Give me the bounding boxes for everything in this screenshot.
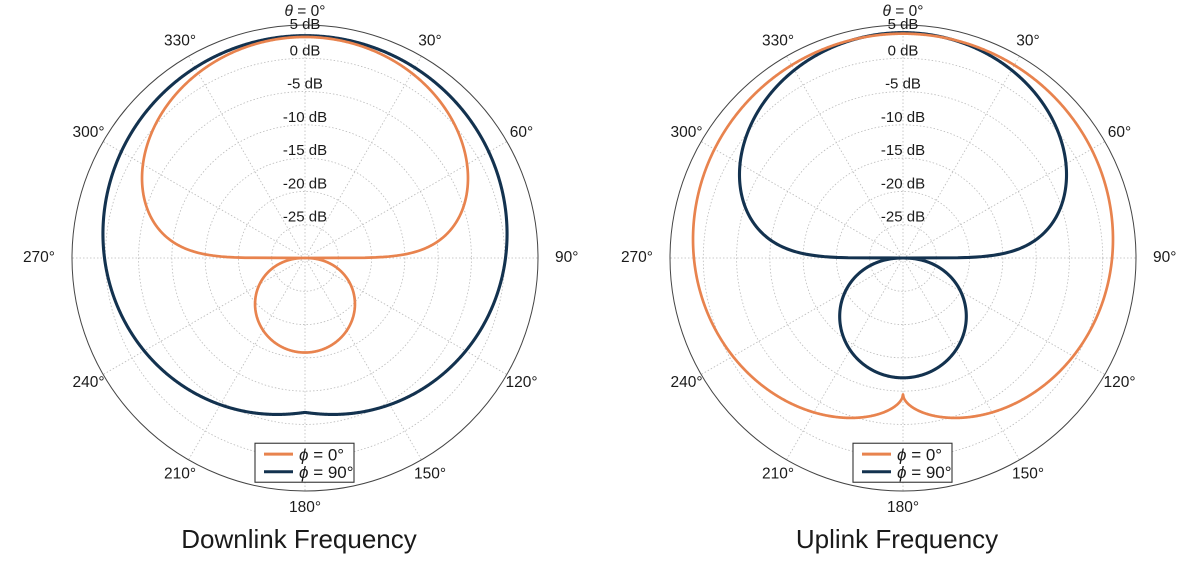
svg-text:-20 dB: -20 dB [881, 175, 925, 192]
svg-text:0 dB: 0 dB [290, 42, 321, 59]
svg-text:300°: 300° [670, 124, 702, 141]
svg-text:5 dB: 5 dB [888, 16, 919, 33]
svg-text:-25 dB: -25 dB [283, 209, 327, 226]
svg-text:330°: 330° [164, 33, 196, 50]
svg-text:180°: 180° [887, 499, 919, 516]
svg-text:ϕ = 90°: ϕ = 90° [897, 463, 952, 482]
svg-text:330°: 330° [762, 33, 794, 50]
svg-text:60°: 60° [510, 124, 533, 141]
svg-text:-5 dB: -5 dB [287, 76, 323, 93]
svg-text:90°: 90° [555, 249, 578, 266]
svg-text:ϕ = 90°: ϕ = 90° [299, 463, 354, 482]
svg-text:0 dB: 0 dB [888, 42, 919, 59]
svg-text:30°: 30° [1016, 33, 1039, 50]
svg-text:240°: 240° [72, 374, 104, 391]
svg-text:ϕ = 0°: ϕ = 0° [897, 446, 942, 465]
svg-text:5 dB: 5 dB [290, 16, 321, 33]
svg-text:270°: 270° [621, 249, 653, 266]
svg-text:-10 dB: -10 dB [881, 109, 925, 126]
svg-text:270°: 270° [23, 249, 55, 266]
svg-text:150°: 150° [414, 466, 446, 483]
svg-text:210°: 210° [762, 466, 794, 483]
svg-text:-15 dB: -15 dB [881, 142, 925, 159]
svg-text:210°: 210° [164, 466, 196, 483]
svg-text:30°: 30° [418, 33, 441, 50]
svg-text:-10 dB: -10 dB [283, 109, 327, 126]
svg-text:-25 dB: -25 dB [881, 209, 925, 226]
svg-text:300°: 300° [72, 124, 104, 141]
svg-text:-15 dB: -15 dB [283, 142, 327, 159]
svg-text:90°: 90° [1153, 249, 1176, 266]
svg-text:60°: 60° [1108, 124, 1131, 141]
svg-text:180°: 180° [289, 499, 321, 516]
svg-text:-20 dB: -20 dB [283, 175, 327, 192]
svg-text:-5 dB: -5 dB [885, 76, 921, 93]
svg-text:150°: 150° [1012, 466, 1044, 483]
svg-text:ϕ = 0°: ϕ = 0° [299, 446, 344, 465]
svg-text:240°: 240° [670, 374, 702, 391]
svg-text:120°: 120° [1103, 374, 1135, 391]
svg-text:120°: 120° [505, 374, 537, 391]
